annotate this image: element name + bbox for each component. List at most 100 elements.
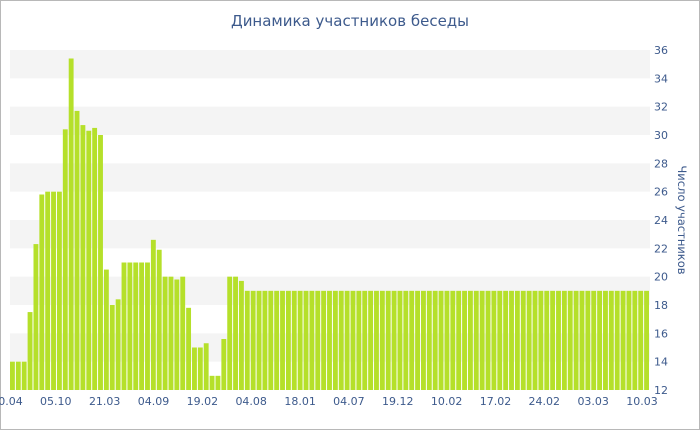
bar <box>315 290 321 390</box>
x-tick-label: 20.04 <box>0 395 23 408</box>
bar <box>168 276 174 390</box>
x-axis-ticks: 20.04 05.10 21.03 04.09 19.02 04.08 18.01 04.07… <box>0 395 658 408</box>
bar <box>426 290 432 390</box>
bar <box>520 290 526 390</box>
bar <box>332 290 338 390</box>
bar <box>86 130 92 390</box>
y-tick-label: 18 <box>654 299 668 312</box>
y-axis-ticks: 12 14 16 18 20 22 24 26 28 30 32 34 36 <box>654 44 668 397</box>
bar <box>585 290 591 390</box>
bar <box>150 239 156 390</box>
bar <box>274 290 280 390</box>
bar <box>385 290 391 390</box>
bar <box>256 290 262 390</box>
x-tick-label: 19.12 <box>382 395 414 408</box>
y-tick-label: 26 <box>654 186 668 199</box>
bar <box>544 290 550 390</box>
bar <box>403 290 409 390</box>
bar <box>174 279 180 390</box>
grid-band <box>10 50 650 79</box>
bar <box>45 191 51 390</box>
bar <box>620 290 626 390</box>
bar <box>221 339 227 390</box>
bar <box>591 290 597 390</box>
bar <box>503 290 509 390</box>
bar <box>374 290 379 390</box>
x-tick-label: 17.02 <box>480 395 512 408</box>
bar <box>215 375 221 390</box>
bar <box>526 290 532 390</box>
bar <box>98 135 103 390</box>
bar <box>10 361 15 390</box>
y-tick-label: 20 <box>654 271 668 284</box>
y-axis-title: Число участников <box>675 165 689 274</box>
bar <box>497 290 503 390</box>
bar <box>421 290 426 390</box>
bars-group <box>10 58 649 391</box>
bar <box>203 343 209 390</box>
bar <box>285 290 291 390</box>
bar <box>56 191 62 390</box>
bar <box>579 290 585 390</box>
bar <box>321 290 327 390</box>
bar <box>603 290 608 390</box>
bar <box>15 361 21 390</box>
bar <box>626 290 632 390</box>
bar <box>356 290 362 390</box>
grid-bands <box>10 50 650 362</box>
bar <box>573 290 579 390</box>
bar <box>238 280 244 390</box>
bar <box>415 290 421 390</box>
x-tick-label: 05.10 <box>40 395 72 408</box>
x-tick-label: 19.02 <box>187 395 219 408</box>
bar <box>92 127 98 391</box>
bar <box>556 290 561 390</box>
bar <box>550 290 556 390</box>
bar <box>62 129 68 390</box>
bar <box>156 249 162 390</box>
bar <box>74 110 80 391</box>
x-tick-label: 03.03 <box>577 395 609 408</box>
x-tick-label: 04.07 <box>333 395 365 408</box>
bar <box>485 290 491 390</box>
bar <box>145 262 150 390</box>
bar <box>127 262 133 390</box>
bar <box>638 290 644 390</box>
bar <box>303 290 309 390</box>
bar <box>614 290 620 390</box>
bar <box>462 290 467 390</box>
y-tick-label: 22 <box>654 242 668 255</box>
bar <box>192 347 197 390</box>
bar <box>514 290 520 390</box>
bar <box>33 244 39 390</box>
bar <box>456 290 462 390</box>
x-tick-label: 10.02 <box>431 395 463 408</box>
bar <box>121 262 127 390</box>
y-tick-label: 24 <box>654 214 668 227</box>
bar <box>39 194 45 390</box>
y-tick-label: 36 <box>654 44 668 57</box>
grid-band <box>10 220 650 249</box>
y-tick-label: 14 <box>654 356 668 369</box>
y-tick-label: 28 <box>654 157 668 170</box>
bar <box>103 269 109 390</box>
bar <box>344 290 350 390</box>
bar <box>262 290 268 390</box>
bar <box>450 290 456 390</box>
bar <box>409 290 415 390</box>
bar <box>209 375 215 390</box>
bar <box>473 290 479 390</box>
bar <box>561 290 567 390</box>
bar <box>532 290 538 390</box>
bar <box>80 125 86 390</box>
bar <box>350 290 356 390</box>
bar <box>379 290 385 390</box>
x-tick-label: 10.03 <box>626 395 658 408</box>
x-tick-label: 04.08 <box>235 395 267 408</box>
bar <box>397 290 403 390</box>
bar <box>250 290 256 390</box>
bar <box>438 290 444 390</box>
chart-title: Динамика участников беседы <box>230 12 470 30</box>
bar <box>644 290 649 390</box>
